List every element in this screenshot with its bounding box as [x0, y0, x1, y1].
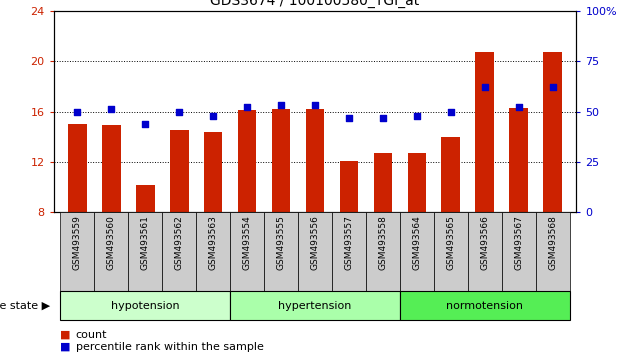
Bar — [476, 52, 494, 212]
Bar — [332, 212, 366, 292]
Bar — [340, 161, 358, 212]
Bar — [366, 212, 400, 292]
Point — [208, 113, 218, 118]
Title: GDS3674 / 100100580_TGI_at: GDS3674 / 100100580_TGI_at — [210, 0, 420, 8]
Point — [242, 105, 252, 110]
Bar — [536, 212, 570, 292]
Bar — [434, 212, 468, 292]
Bar — [196, 212, 230, 292]
Text: normotension: normotension — [446, 301, 524, 311]
Text: GSM493566: GSM493566 — [480, 215, 490, 270]
Point — [140, 121, 151, 126]
Text: GSM493568: GSM493568 — [548, 215, 557, 270]
Text: GSM493560: GSM493560 — [106, 215, 116, 270]
Text: GSM493556: GSM493556 — [311, 215, 319, 270]
Bar — [230, 212, 264, 292]
Bar — [408, 153, 427, 212]
Point — [174, 109, 184, 114]
Text: hypertension: hypertension — [278, 301, 352, 311]
Point — [276, 103, 286, 108]
Point — [378, 115, 388, 120]
Bar — [501, 212, 536, 292]
Bar — [306, 109, 324, 212]
Bar — [162, 212, 196, 292]
Text: GSM493559: GSM493559 — [73, 215, 82, 270]
Text: ■: ■ — [60, 342, 71, 352]
Bar — [230, 291, 400, 320]
Text: GSM493558: GSM493558 — [379, 215, 387, 270]
Text: GSM493563: GSM493563 — [209, 215, 217, 270]
Point — [479, 85, 490, 90]
Text: GSM493557: GSM493557 — [345, 215, 353, 270]
Text: GSM493564: GSM493564 — [413, 215, 421, 269]
Text: hypotension: hypotension — [111, 301, 180, 311]
Bar — [129, 212, 162, 292]
Bar — [510, 108, 528, 212]
Bar — [543, 52, 562, 212]
Text: count: count — [76, 330, 107, 339]
Point — [344, 115, 354, 120]
Bar — [468, 212, 501, 292]
Bar — [94, 212, 129, 292]
Bar — [400, 212, 434, 292]
Text: GSM493561: GSM493561 — [140, 215, 150, 270]
Point — [412, 113, 422, 118]
Bar — [374, 153, 392, 212]
Bar — [238, 110, 256, 212]
Bar — [68, 124, 87, 212]
Point — [547, 85, 558, 90]
Bar — [272, 109, 290, 212]
Text: disease state ▶: disease state ▶ — [0, 301, 50, 311]
Text: GSM493554: GSM493554 — [243, 215, 251, 269]
Text: GSM493567: GSM493567 — [514, 215, 524, 270]
Bar — [400, 291, 570, 320]
Bar — [203, 132, 222, 212]
Text: percentile rank within the sample: percentile rank within the sample — [76, 342, 263, 352]
Text: GSM493555: GSM493555 — [277, 215, 285, 270]
Bar — [136, 185, 154, 212]
Text: GSM493562: GSM493562 — [175, 215, 184, 269]
Bar — [264, 212, 298, 292]
Point — [446, 109, 456, 114]
Bar — [442, 137, 460, 212]
Text: GSM493565: GSM493565 — [446, 215, 455, 270]
Point — [310, 103, 320, 108]
Bar — [60, 291, 230, 320]
Text: ■: ■ — [60, 330, 71, 339]
Bar — [102, 125, 120, 212]
Point — [72, 109, 83, 114]
Point — [106, 107, 117, 112]
Bar — [170, 130, 188, 212]
Point — [513, 105, 524, 110]
Bar — [298, 212, 332, 292]
Bar — [60, 212, 94, 292]
